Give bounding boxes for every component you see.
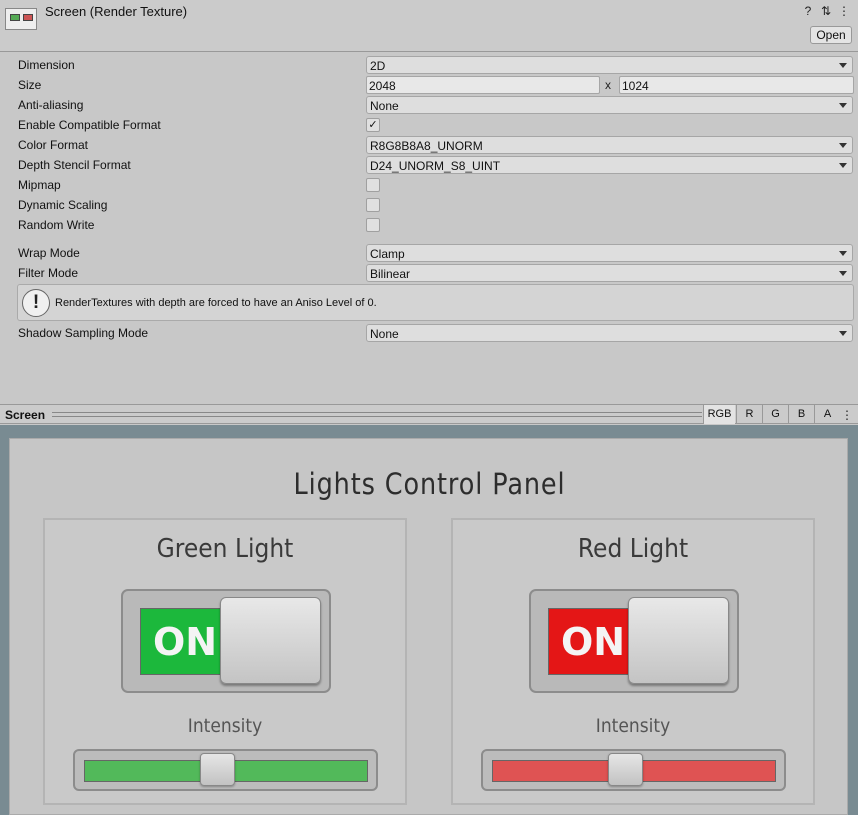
dynamic-scaling-label: Dynamic Scaling <box>18 198 108 212</box>
wrap-mode-label: Wrap Mode <box>18 246 80 260</box>
anti-aliasing-row: Anti-aliasing None <box>0 95 858 115</box>
toggle-state-label: ON <box>152 620 218 664</box>
size-height-value: 1024 <box>622 79 649 93</box>
toggle-knob[interactable] <box>628 597 729 684</box>
channel-r-button[interactable]: R <box>736 405 762 424</box>
channel-g-button[interactable]: G <box>762 405 788 424</box>
thumbnail-green-swatch <box>10 14 20 21</box>
filter-mode-label: Filter Mode <box>18 266 79 280</box>
enable-compatible-format-checkbox[interactable]: ✓ <box>366 118 380 132</box>
size-row: Size 2048 x 1024 <box>0 75 858 95</box>
green-light-toggle[interactable]: ON <box>121 589 331 693</box>
mipmap-row: Mipmap <box>0 175 858 195</box>
dynamic-scaling-checkbox[interactable] <box>366 198 380 212</box>
depth-stencil-format-row: Depth Stencil Format D24_UNORM_S8_UINT <box>0 155 858 175</box>
help-icon[interactable]: ? <box>804 4 812 18</box>
size-label: Size <box>18 78 42 92</box>
chevron-down-icon <box>839 331 847 336</box>
enable-compatible-format-label: Enable Compatible Format <box>18 118 161 132</box>
random-write-label: Random Write <box>18 218 95 232</box>
mipmap-checkbox[interactable] <box>366 178 380 192</box>
enable-compatible-format-row: Enable Compatible Format ✓ <box>0 115 858 135</box>
shadow-sampling-mode-row: Shadow Sampling Mode None <box>0 323 858 343</box>
depth-stencil-format-label: Depth Stencil Format <box>18 158 131 172</box>
channel-a-button[interactable]: A <box>814 405 840 424</box>
green-intensity-slider[interactable] <box>73 749 378 791</box>
drag-grip-handle[interactable] <box>52 412 702 417</box>
wrap-mode-row: Wrap Mode Clamp <box>0 243 858 263</box>
wrap-mode-value: Clamp <box>370 247 405 261</box>
slider-handle[interactable] <box>199 753 235 786</box>
anti-aliasing-label: Anti-aliasing <box>18 98 84 112</box>
dynamic-scaling-row: Dynamic Scaling <box>0 195 858 215</box>
intensity-label: Intensity <box>187 715 263 737</box>
color-format-dropdown[interactable]: R8G8B8A8_UNORM <box>366 136 853 154</box>
chevron-down-icon <box>839 251 847 256</box>
chevron-down-icon <box>839 271 847 276</box>
color-format-label: Color Format <box>18 138 89 152</box>
render-texture-thumbnail-icon <box>5 8 37 30</box>
size-width-value: 2048 <box>369 79 396 93</box>
mipmap-label: Mipmap <box>18 178 61 192</box>
size-separator: x <box>605 78 611 92</box>
filter-mode-row: Filter Mode Bilinear <box>0 263 858 283</box>
chevron-down-icon <box>839 163 847 168</box>
render-texture-preview: Lights Control Panel Green Light ON Inte… <box>0 425 858 815</box>
red-light-card: Red Light ON Intensity <box>451 518 815 805</box>
preview-title: Screen <box>5 408 46 422</box>
channel-b-button[interactable]: B <box>788 405 814 424</box>
card-title: Red Light <box>577 534 689 564</box>
toggle-indicator: ON <box>548 608 638 675</box>
dimension-label: Dimension <box>18 58 75 72</box>
dimension-value: 2D <box>370 59 386 73</box>
color-format-row: Color Format R8G8B8A8_UNORM <box>0 135 858 155</box>
chevron-down-icon <box>839 63 847 68</box>
color-format-value: R8G8B8A8_UNORM <box>370 139 483 153</box>
lights-control-panel: Lights Control Panel Green Light ON Inte… <box>9 438 848 815</box>
depth-stencil-format-dropdown[interactable]: D24_UNORM_S8_UINT <box>366 156 853 174</box>
warning-icon: ! <box>22 289 50 317</box>
channel-rgb-button[interactable]: RGB <box>703 405 735 424</box>
help-message: RenderTextures with depth are forced to … <box>55 297 377 309</box>
card-title: Green Light <box>156 534 294 564</box>
toggle-state-label: ON <box>560 620 626 664</box>
kebab-menu-icon[interactable]: ⋮ <box>838 4 850 18</box>
random-write-checkbox[interactable] <box>366 218 380 232</box>
thumbnail-red-swatch <box>23 14 33 21</box>
dimension-dropdown[interactable]: 2D <box>366 56 853 74</box>
filter-mode-value: Bilinear <box>370 267 411 281</box>
aniso-help-box: ! RenderTextures with depth are forced t… <box>17 284 854 321</box>
red-intensity-slider[interactable] <box>481 749 786 791</box>
shadow-sampling-mode-label: Shadow Sampling Mode <box>18 326 149 340</box>
dimension-row: Dimension 2D <box>0 55 858 75</box>
size-height-field[interactable]: 1024 <box>619 76 854 94</box>
random-write-row: Random Write <box>0 215 858 235</box>
toggle-indicator: ON <box>140 608 230 675</box>
chevron-down-icon <box>839 103 847 108</box>
anti-aliasing-value: None <box>370 99 399 113</box>
anti-aliasing-dropdown[interactable]: None <box>366 96 853 114</box>
shadow-sampling-mode-dropdown[interactable]: None <box>366 324 853 342</box>
panel-title: Lights Control Panel <box>293 467 566 501</box>
preview-kebab-menu-icon[interactable]: ⋮ <box>841 408 853 422</box>
red-light-toggle[interactable]: ON <box>529 589 739 693</box>
intensity-label: Intensity <box>595 715 671 737</box>
size-width-field[interactable]: 2048 <box>366 76 600 94</box>
slider-handle[interactable] <box>607 753 643 786</box>
open-button[interactable]: Open <box>810 26 852 44</box>
preview-toolbar: Screen RGB R G B A ⋮ <box>0 404 858 424</box>
inspector-title: Screen (Render Texture) <box>45 4 188 19</box>
sliders-icon[interactable]: ⇅ <box>820 4 832 18</box>
shadow-sampling-mode-value: None <box>370 327 399 341</box>
filter-mode-dropdown[interactable]: Bilinear <box>366 264 853 282</box>
chevron-down-icon <box>839 143 847 148</box>
depth-stencil-format-value: D24_UNORM_S8_UINT <box>370 159 501 173</box>
toggle-knob[interactable] <box>220 597 321 684</box>
inspector-header: Screen (Render Texture) ? ⇅ ⋮ Open <box>0 0 858 52</box>
wrap-mode-dropdown[interactable]: Clamp <box>366 244 853 262</box>
green-light-card: Green Light ON Intensity <box>43 518 407 805</box>
